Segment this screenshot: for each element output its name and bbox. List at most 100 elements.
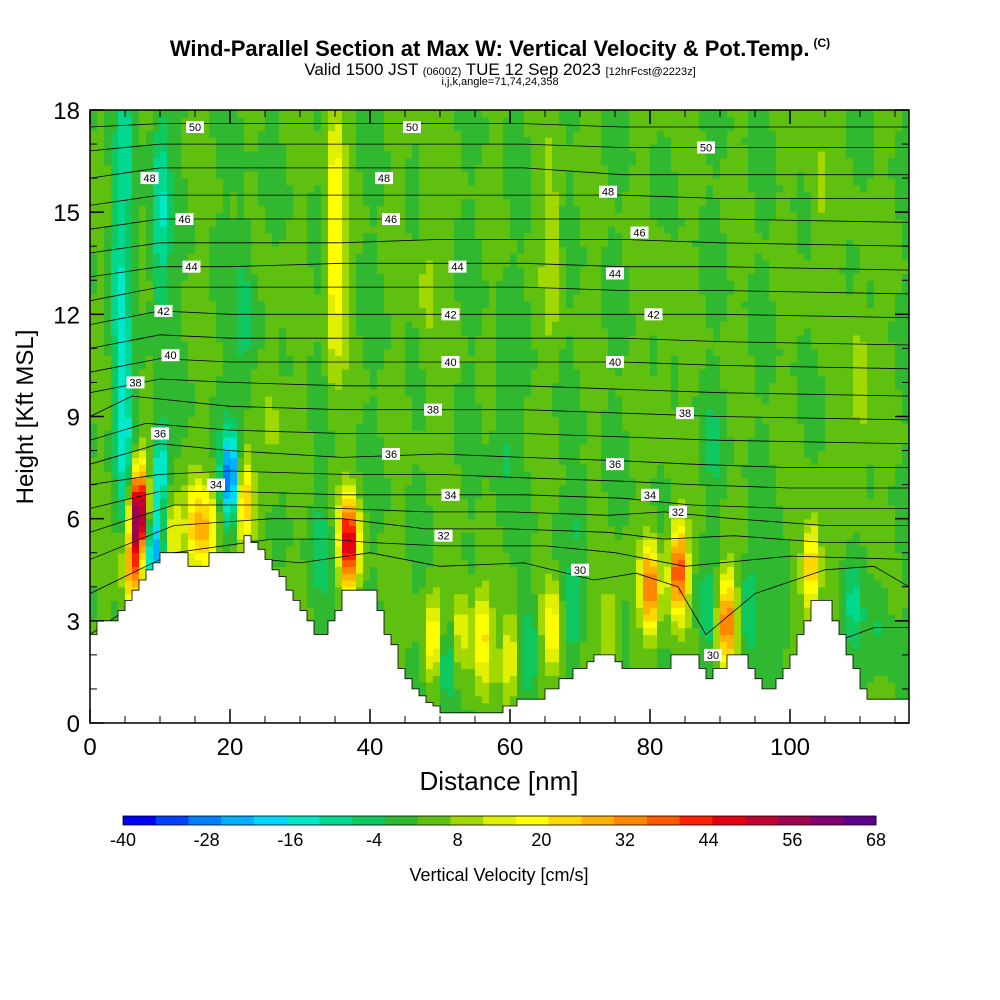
velocity-cell xyxy=(349,559,357,567)
velocity-cell xyxy=(356,423,364,431)
velocity-cell xyxy=(181,532,189,540)
velocity-cell xyxy=(174,464,182,472)
velocity-cell xyxy=(111,566,119,574)
velocity-cell xyxy=(419,362,427,370)
velocity-cell xyxy=(111,293,119,302)
velocity-cell xyxy=(349,355,357,363)
velocity-cell xyxy=(447,573,455,581)
velocity-cell xyxy=(307,545,315,554)
velocity-cell xyxy=(265,355,273,363)
velocity-cell xyxy=(97,348,105,356)
velocity-cell xyxy=(146,164,154,172)
velocity-cell xyxy=(265,116,273,125)
velocity-cell xyxy=(349,253,357,261)
velocity-cell xyxy=(433,627,441,636)
velocity-cell xyxy=(230,518,238,527)
velocity-cell xyxy=(426,464,434,472)
velocity-cell xyxy=(293,382,301,390)
velocity-cell xyxy=(370,552,378,561)
velocity-cell xyxy=(125,389,133,397)
velocity-cell xyxy=(293,511,301,520)
velocity-cell xyxy=(300,477,308,486)
velocity-cell xyxy=(265,539,273,547)
velocity-cell xyxy=(349,130,357,138)
velocity-cell xyxy=(377,532,385,540)
velocity-cell xyxy=(244,396,252,404)
velocity-cell xyxy=(209,402,217,411)
velocity-cell xyxy=(398,280,406,288)
velocity-cell xyxy=(139,218,147,227)
velocity-cell xyxy=(398,287,406,295)
velocity-cell xyxy=(335,287,343,295)
velocity-cell xyxy=(209,375,217,384)
velocity-cell xyxy=(139,573,147,581)
velocity-cell xyxy=(461,559,469,567)
velocity-cell xyxy=(167,470,175,479)
velocity-cell xyxy=(265,171,273,179)
velocity-cell xyxy=(447,688,455,697)
velocity-cell xyxy=(398,218,406,227)
velocity-cell xyxy=(314,593,322,601)
velocity-cell xyxy=(391,178,399,186)
velocity-cell xyxy=(370,416,378,424)
velocity-cell xyxy=(279,362,287,370)
velocity-cell xyxy=(349,477,357,486)
velocity-cell xyxy=(370,498,378,506)
velocity-cell xyxy=(174,518,182,527)
velocity-cell xyxy=(265,416,273,424)
velocity-cell xyxy=(433,307,441,315)
velocity-cell xyxy=(125,573,133,581)
velocity-cell xyxy=(202,464,210,472)
velocity-cell xyxy=(286,436,294,445)
velocity-cell xyxy=(174,368,182,377)
velocity-cell xyxy=(321,573,329,581)
velocity-cell xyxy=(335,416,343,424)
velocity-cell xyxy=(349,116,357,125)
velocity-cell xyxy=(174,287,182,295)
velocity-cell xyxy=(90,273,98,281)
velocity-cell xyxy=(412,498,420,506)
velocity-cell xyxy=(461,150,469,159)
velocity-cell xyxy=(349,150,357,159)
velocity-cell xyxy=(104,518,112,527)
velocity-cell xyxy=(342,355,350,363)
velocity-cell xyxy=(377,593,385,601)
velocity-cell xyxy=(447,477,455,486)
velocity-cell xyxy=(195,355,203,363)
velocity-cell xyxy=(356,150,364,159)
velocity-cell xyxy=(300,198,308,206)
velocity-cell xyxy=(461,348,469,356)
velocity-cell xyxy=(363,287,371,295)
velocity-cell xyxy=(391,409,399,418)
velocity-cell xyxy=(251,293,259,302)
velocity-cell xyxy=(223,470,231,479)
velocity-cell xyxy=(181,491,189,499)
velocity-cell xyxy=(335,559,343,567)
velocity-cell xyxy=(111,402,119,411)
velocity-cell xyxy=(181,246,189,254)
velocity-cell xyxy=(111,416,119,424)
velocity-cell xyxy=(258,314,266,322)
velocity-cell xyxy=(139,402,147,411)
velocity-cell xyxy=(405,253,413,261)
velocity-cell xyxy=(335,586,343,595)
velocity-cell xyxy=(412,654,420,663)
velocity-cell xyxy=(391,518,399,527)
velocity-cell xyxy=(258,368,266,377)
velocity-cell xyxy=(251,287,259,295)
velocity-cell xyxy=(125,436,133,445)
velocity-cell xyxy=(265,348,273,356)
velocity-cell xyxy=(468,586,476,595)
velocity-cell xyxy=(377,137,385,145)
velocity-cell xyxy=(342,539,350,547)
velocity-cell xyxy=(426,178,434,186)
velocity-cell xyxy=(202,559,210,567)
velocity-cell xyxy=(454,586,462,595)
velocity-cell xyxy=(139,280,147,288)
velocity-cell xyxy=(118,457,126,465)
velocity-cell xyxy=(237,178,245,186)
velocity-cell xyxy=(454,457,462,465)
velocity-cell xyxy=(146,123,154,132)
velocity-cell xyxy=(300,491,308,499)
velocity-cell xyxy=(209,334,217,343)
